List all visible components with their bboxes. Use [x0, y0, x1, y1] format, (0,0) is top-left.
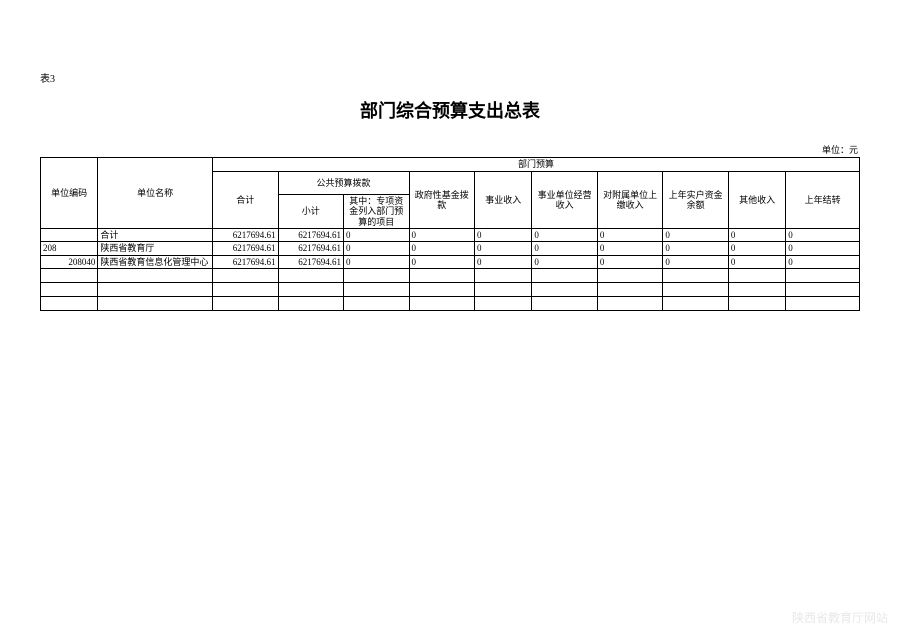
table-row-empty: [41, 297, 860, 311]
col-special-note: 其中：专项资金列入部门预算的项目: [344, 194, 410, 228]
cell-code: 208040: [41, 255, 98, 268]
cell-c3: 0: [532, 229, 598, 242]
col-biz-income: 事业收入: [475, 172, 532, 229]
col-unit-name: 单位名称: [98, 158, 213, 229]
cell-c7: 0: [786, 242, 860, 255]
sheet-label: 表3: [40, 70, 860, 85]
cell-c5: 0: [663, 229, 729, 242]
cell-sub: 6217694.61: [278, 242, 344, 255]
cell-c2: 0: [475, 242, 532, 255]
cell-c4: 0: [597, 255, 663, 268]
table-row-empty: [41, 283, 860, 297]
table-row: 208040 陕西省教育信息化管理中心 6217694.61 6217694.6…: [41, 255, 860, 268]
cell-c5: 0: [663, 255, 729, 268]
cell-c7: 0: [786, 229, 860, 242]
table-row: 208 陕西省教育厅 6217694.61 6217694.61 0 0 0 0…: [41, 242, 860, 255]
cell-name: 合计: [98, 229, 213, 242]
cell-c4: 0: [597, 229, 663, 242]
cell-c7: 0: [786, 255, 860, 268]
cell-spec: 0: [344, 242, 410, 255]
budget-table: 单位编码 单位名称 部门预算 合计 公共预算拨款 政府性基金拨款 事业收入 事业…: [40, 157, 860, 311]
cell-c6: 0: [728, 242, 785, 255]
col-unit-code: 单位编码: [41, 158, 98, 229]
cell-c6: 0: [728, 255, 785, 268]
cell-c6: 0: [728, 229, 785, 242]
table-header: 单位编码 单位名称 部门预算 合计 公共预算拨款 政府性基金拨款 事业收入 事业…: [41, 158, 860, 229]
col-affiliate-income: 对附属单位上缴收入: [597, 172, 663, 229]
cell-c3: 0: [532, 242, 598, 255]
cell-sub: 6217694.61: [278, 255, 344, 268]
cell-c5: 0: [663, 242, 729, 255]
cell-c1: 0: [409, 242, 475, 255]
col-biz-op-income: 事业单位经营收入: [532, 172, 598, 229]
cell-code: 208: [41, 242, 98, 255]
cell-c1: 0: [409, 255, 475, 268]
cell-c1: 0: [409, 229, 475, 242]
cell-total: 6217694.61: [212, 242, 278, 255]
cell-total: 6217694.61: [212, 255, 278, 268]
table-row: 合计 6217694.61 6217694.61 0 0 0 0 0 0 0 0: [41, 229, 860, 242]
cell-spec: 0: [344, 229, 410, 242]
col-subtotal: 小计: [278, 194, 344, 228]
table-body: 合计 6217694.61 6217694.61 0 0 0 0 0 0 0 0…: [41, 229, 860, 311]
unit-label: 单位：元: [40, 143, 860, 156]
cell-c2: 0: [475, 255, 532, 268]
table-row-empty: [41, 269, 860, 283]
cell-c4: 0: [597, 242, 663, 255]
col-public-budget: 公共预算拨款: [278, 172, 409, 195]
cell-name: 陕西省教育厅: [98, 242, 213, 255]
col-total: 合计: [212, 172, 278, 229]
cell-name: 陕西省教育信息化管理中心: [98, 255, 213, 268]
cell-c2: 0: [475, 229, 532, 242]
watermark: 陕西省教育厅网站: [792, 609, 888, 626]
cell-code: [41, 229, 98, 242]
cell-c3: 0: [532, 255, 598, 268]
col-gov-fund: 政府性基金拨款: [409, 172, 475, 229]
page-title: 部门综合预算支出总表: [40, 97, 860, 123]
col-prev-balance: 上年实户资金余额: [663, 172, 729, 229]
col-dept-budget: 部门预算: [212, 158, 859, 172]
col-prev-carry: 上年结转: [786, 172, 860, 229]
cell-total: 6217694.61: [212, 229, 278, 242]
col-other-income: 其他收入: [728, 172, 785, 229]
cell-sub: 6217694.61: [278, 229, 344, 242]
cell-spec: 0: [344, 255, 410, 268]
